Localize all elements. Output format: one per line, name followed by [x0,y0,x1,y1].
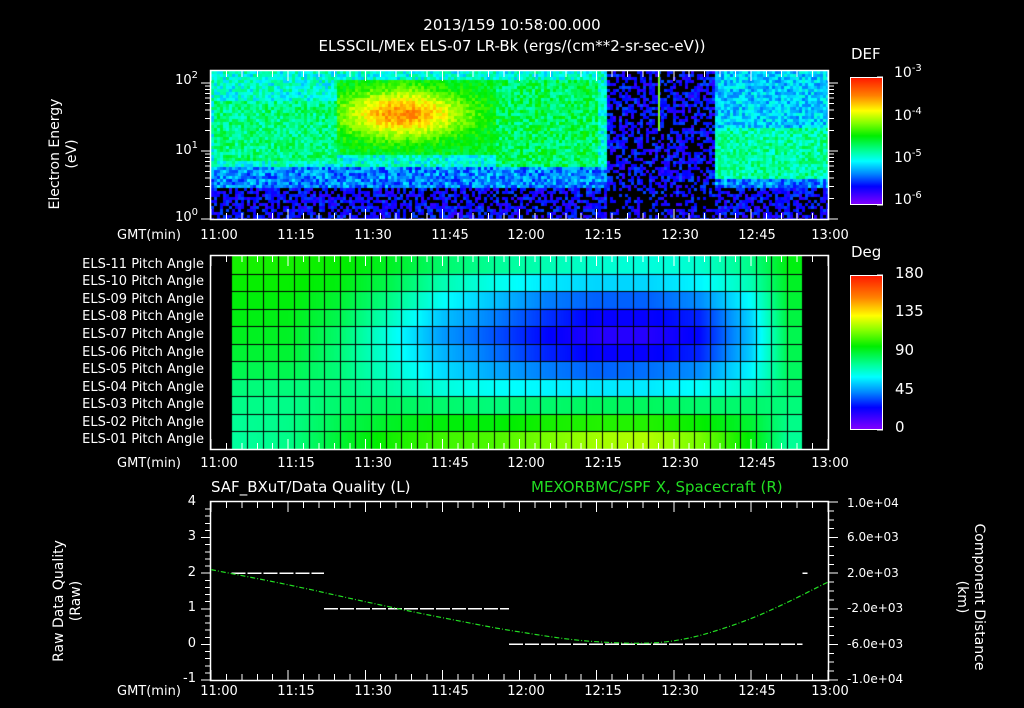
time-tick: 12:00 [507,456,545,471]
pitch-row-label: ELS-10 Pitch Angle [82,274,204,289]
time-tick: 11:15 [277,228,315,243]
time-tick: 12:15 [584,228,622,243]
quality-ytick: 3 [187,529,196,544]
time-tick: 13:00 [811,684,849,699]
deg-label-180: 180 [895,264,924,282]
time-tick: 12:30 [661,684,699,699]
time-tick: 12:45 [738,228,776,243]
time-tick: 13:00 [811,456,849,471]
def-label-1e-3: 10-3 [894,63,922,81]
energy-ytick-100: 102 [175,70,198,88]
distance-ytick: -6.0e+03 [847,637,904,651]
deg-colorbar [850,275,883,430]
time-tick: 12:00 [507,228,545,243]
def-label-1e-4: 10-4 [894,106,922,124]
deg-label-90: 90 [895,341,915,359]
quality-ytick: 4 [187,494,196,509]
time-tick: 11:15 [277,684,315,699]
time-tick: 13:00 [811,228,849,243]
def-colorbar-title: DEF [851,45,881,63]
energy-ytick-10: 101 [175,140,198,158]
distance-ytick: 1.0e+04 [847,496,899,510]
time-tick: 11:30 [354,456,392,471]
plot-subtitle: ELSSCIL/MEx ELS-07 LR-Bk (ergs/(cm**2-sr… [318,37,706,55]
pitch-row-label: ELS-06 Pitch Angle [82,345,204,360]
distance-ytick: -1.0e+04 [847,672,904,686]
pitch-row-label: ELS-04 Pitch Angle [82,380,204,395]
def-label-1e-6: 10-6 [894,190,922,208]
plot-timestamp: 2013/159 10:58:00.000 [423,16,601,34]
pitch-row-label: ELS-11 Pitch Angle [82,257,204,272]
pitch-row-label: ELS-08 Pitch Angle [82,309,204,324]
time-tick: 12:15 [584,456,622,471]
pitch-angle-grid-image [211,256,828,449]
distance-ytick: 2.0e+03 [847,566,899,580]
def-colorbar [850,77,883,205]
energy-spectrogram-image [211,71,828,219]
time-tick: 12:45 [738,684,776,699]
pitch-row-label: ELS-02 Pitch Angle [82,415,204,430]
time-tick: 12:00 [507,684,545,699]
time-tick: 12:30 [661,228,699,243]
deg-label-0: 0 [895,418,905,436]
energy-time-axis-label: GMT(min) [117,228,181,243]
quality-ytick: 2 [187,565,196,580]
pitch-row-label: ELS-01 Pitch Angle [82,432,204,447]
distance-ytick: -2.0e+03 [847,601,904,615]
quality-ytick: -1 [183,671,196,686]
pitch-row-label: ELS-07 Pitch Angle [82,327,204,342]
time-tick: 11:30 [354,228,392,243]
time-tick: 11:00 [200,228,238,243]
pitch-row-label: ELS-05 Pitch Angle [82,362,204,377]
quality-time-axis-label: GMT(min) [117,684,181,699]
def-label-1e-5: 10-5 [894,148,922,166]
time-tick: 11:45 [431,228,469,243]
time-tick: 11:00 [200,456,238,471]
quality-left-title: SAF_BXuT/Data Quality (L) [211,478,411,496]
time-tick: 12:45 [738,456,776,471]
quality-ytick: 1 [187,600,196,615]
pitch-axes [209,254,883,451]
deg-label-135: 135 [895,302,924,320]
pitch-row-label: ELS-09 Pitch Angle [82,292,204,307]
time-tick: 11:30 [354,684,392,699]
time-tick: 11:00 [200,684,238,699]
spacecraft-right-title: MEXORBMC/SPF X, Spacecraft (R) [531,478,783,496]
time-tick: 11:45 [431,684,469,699]
pitch-row-label: ELS-03 Pitch Angle [82,397,204,412]
energy-ytick-1: 100 [175,207,198,225]
time-tick: 12:15 [584,684,622,699]
deg-label-45: 45 [895,380,915,398]
time-tick: 11:45 [431,456,469,471]
distance-ytick: 6.0e+03 [847,530,899,544]
time-tick: 12:30 [661,456,699,471]
quality-ytick: 0 [187,636,196,651]
pitch-time-axis-label: GMT(min) [117,456,181,471]
deg-colorbar-title: Deg [851,243,882,261]
time-tick: 11:15 [277,456,315,471]
